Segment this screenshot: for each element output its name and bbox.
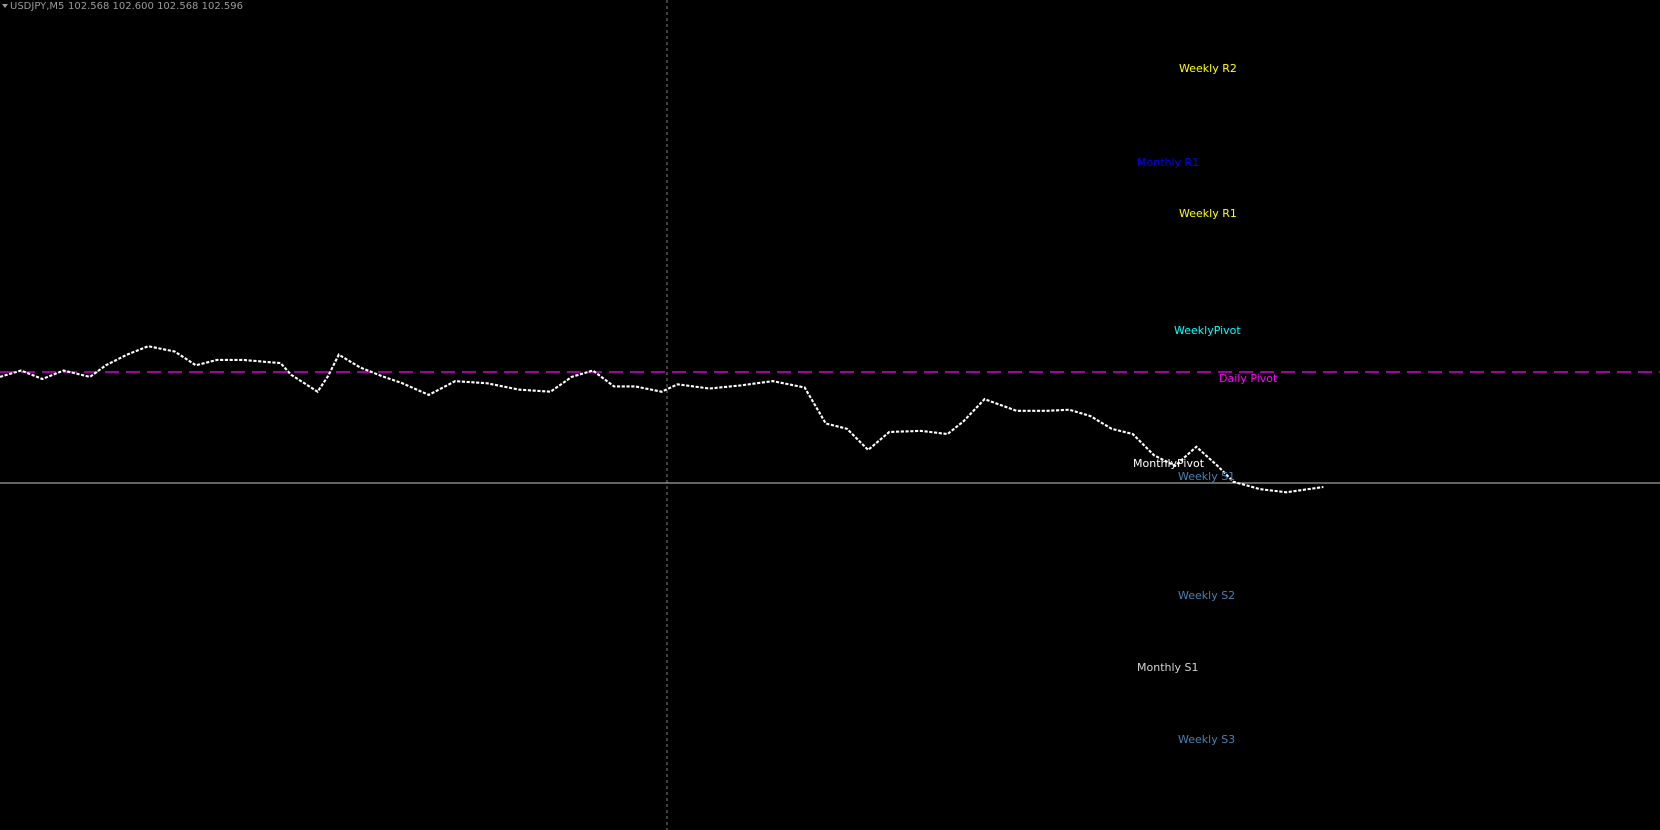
menu-arrow[interactable]	[2, 4, 8, 8]
level-label: Weekly S2	[1178, 589, 1235, 602]
level-label: Weekly S1	[1178, 470, 1235, 483]
level-label: Monthly R1	[1137, 156, 1199, 169]
level-label: WeeklyPivot	[1174, 324, 1241, 337]
level-label: Monthly S1	[1137, 661, 1199, 674]
level-label: Weekly S3	[1178, 733, 1235, 746]
candles	[0, 345, 1324, 494]
price-series	[0, 345, 1324, 494]
level-label: Daily Pivot	[1219, 372, 1278, 385]
level-label: Weekly R2	[1179, 62, 1237, 75]
level-label: Weekly R1	[1179, 207, 1237, 220]
symbol: USDJPY,M5	[10, 1, 64, 12]
quote: 102.568 102.600 102.568 102.596	[68, 1, 243, 12]
level-label: MonthlyPivot	[1133, 457, 1205, 470]
